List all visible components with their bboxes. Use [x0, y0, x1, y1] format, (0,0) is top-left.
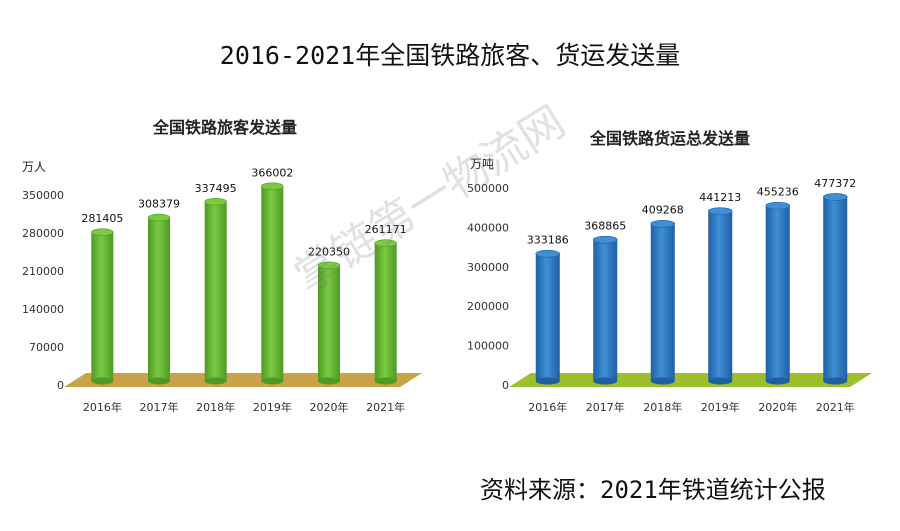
bar-cap [650, 219, 676, 228]
y-axis-unit: 万人 [22, 160, 46, 174]
bar-base [535, 377, 560, 385]
data-label: 409268 [642, 204, 684, 217]
source-note: 资料来源：2021年铁道统计公报 [480, 476, 826, 504]
bar-base [708, 377, 733, 385]
data-label: 333186 [527, 234, 569, 247]
bar [708, 211, 733, 381]
bar-base [261, 377, 284, 385]
y-tick-label: 300000 [467, 261, 509, 274]
bar-cap [374, 239, 397, 248]
bar [261, 186, 284, 381]
x-tick-label: 2017年 [586, 400, 625, 414]
x-tick-label: 2017年 [140, 400, 179, 414]
bar-cap [317, 261, 341, 270]
x-tick-label: 2019年 [701, 400, 740, 414]
bar [204, 201, 227, 381]
bar-base [374, 377, 397, 385]
bar [823, 196, 848, 381]
x-tick-label: 2020年 [758, 400, 797, 414]
x-tick-label: 2018年 [643, 400, 682, 414]
bar-base [318, 377, 340, 385]
x-tick-label: 2016年 [83, 400, 122, 414]
bar [765, 205, 790, 381]
data-label: 366002 [251, 166, 293, 179]
bar-base [765, 377, 790, 385]
data-label: 368865 [584, 220, 626, 233]
bar [374, 243, 397, 381]
data-label: 337495 [195, 182, 237, 195]
y-tick-label: 0 [57, 379, 64, 392]
chart-floor [64, 373, 422, 387]
chart-floor [509, 373, 872, 387]
y-axis-unit: 万吨 [470, 157, 494, 171]
bar-base [593, 377, 618, 385]
bar [650, 223, 675, 381]
data-label: 477372 [814, 177, 856, 190]
bar-cap [147, 213, 171, 222]
x-tick-label: 2016年 [528, 400, 567, 414]
chart-title: 全国铁路货运总发送量 [589, 129, 750, 148]
y-tick-label: 140000 [22, 303, 64, 316]
data-label: 455236 [757, 186, 799, 199]
y-tick-label: 200000 [467, 300, 509, 313]
bar-cap [592, 235, 618, 244]
bar-cap [91, 228, 114, 237]
bar-base [650, 377, 675, 385]
bar-cap [535, 249, 561, 258]
x-tick-label: 2021年 [366, 400, 405, 414]
x-tick-label: 2019年 [253, 400, 292, 414]
y-tick-label: 210000 [22, 265, 64, 278]
bar-cap [822, 193, 848, 201]
bar-cap [204, 197, 227, 206]
y-tick-label: 350000 [22, 189, 64, 202]
y-tick-label: 70000 [29, 341, 64, 354]
bar [91, 232, 114, 381]
y-tick-label: 400000 [467, 221, 509, 234]
data-label: 308379 [138, 198, 180, 211]
bar-base [148, 377, 170, 385]
bar [318, 265, 340, 381]
bar [593, 239, 618, 381]
y-tick-label: 100000 [467, 340, 509, 353]
bar-base [204, 377, 227, 385]
bar-cap [765, 201, 791, 210]
y-tick-label: 500000 [467, 182, 509, 195]
data-label: 261171 [365, 223, 407, 236]
bar [535, 253, 560, 381]
bar-cap [261, 182, 284, 191]
y-tick-label: 0 [502, 379, 509, 392]
chart-title: 全国铁路旅客发送量 [152, 118, 297, 137]
x-tick-label: 2021年 [816, 400, 855, 414]
bar-cap [707, 207, 733, 215]
data-label: 441213 [699, 191, 741, 204]
data-label: 281405 [81, 212, 123, 225]
x-tick-label: 2018年 [196, 400, 235, 414]
data-label: 220350 [308, 245, 350, 258]
page-title: 2016-2021年全国铁路旅客、货运发送量 [219, 41, 681, 70]
bar-base [91, 377, 114, 385]
bar-base [823, 377, 848, 385]
bar [148, 217, 170, 381]
x-tick-label: 2020年 [310, 400, 349, 414]
y-tick-label: 280000 [22, 227, 64, 240]
